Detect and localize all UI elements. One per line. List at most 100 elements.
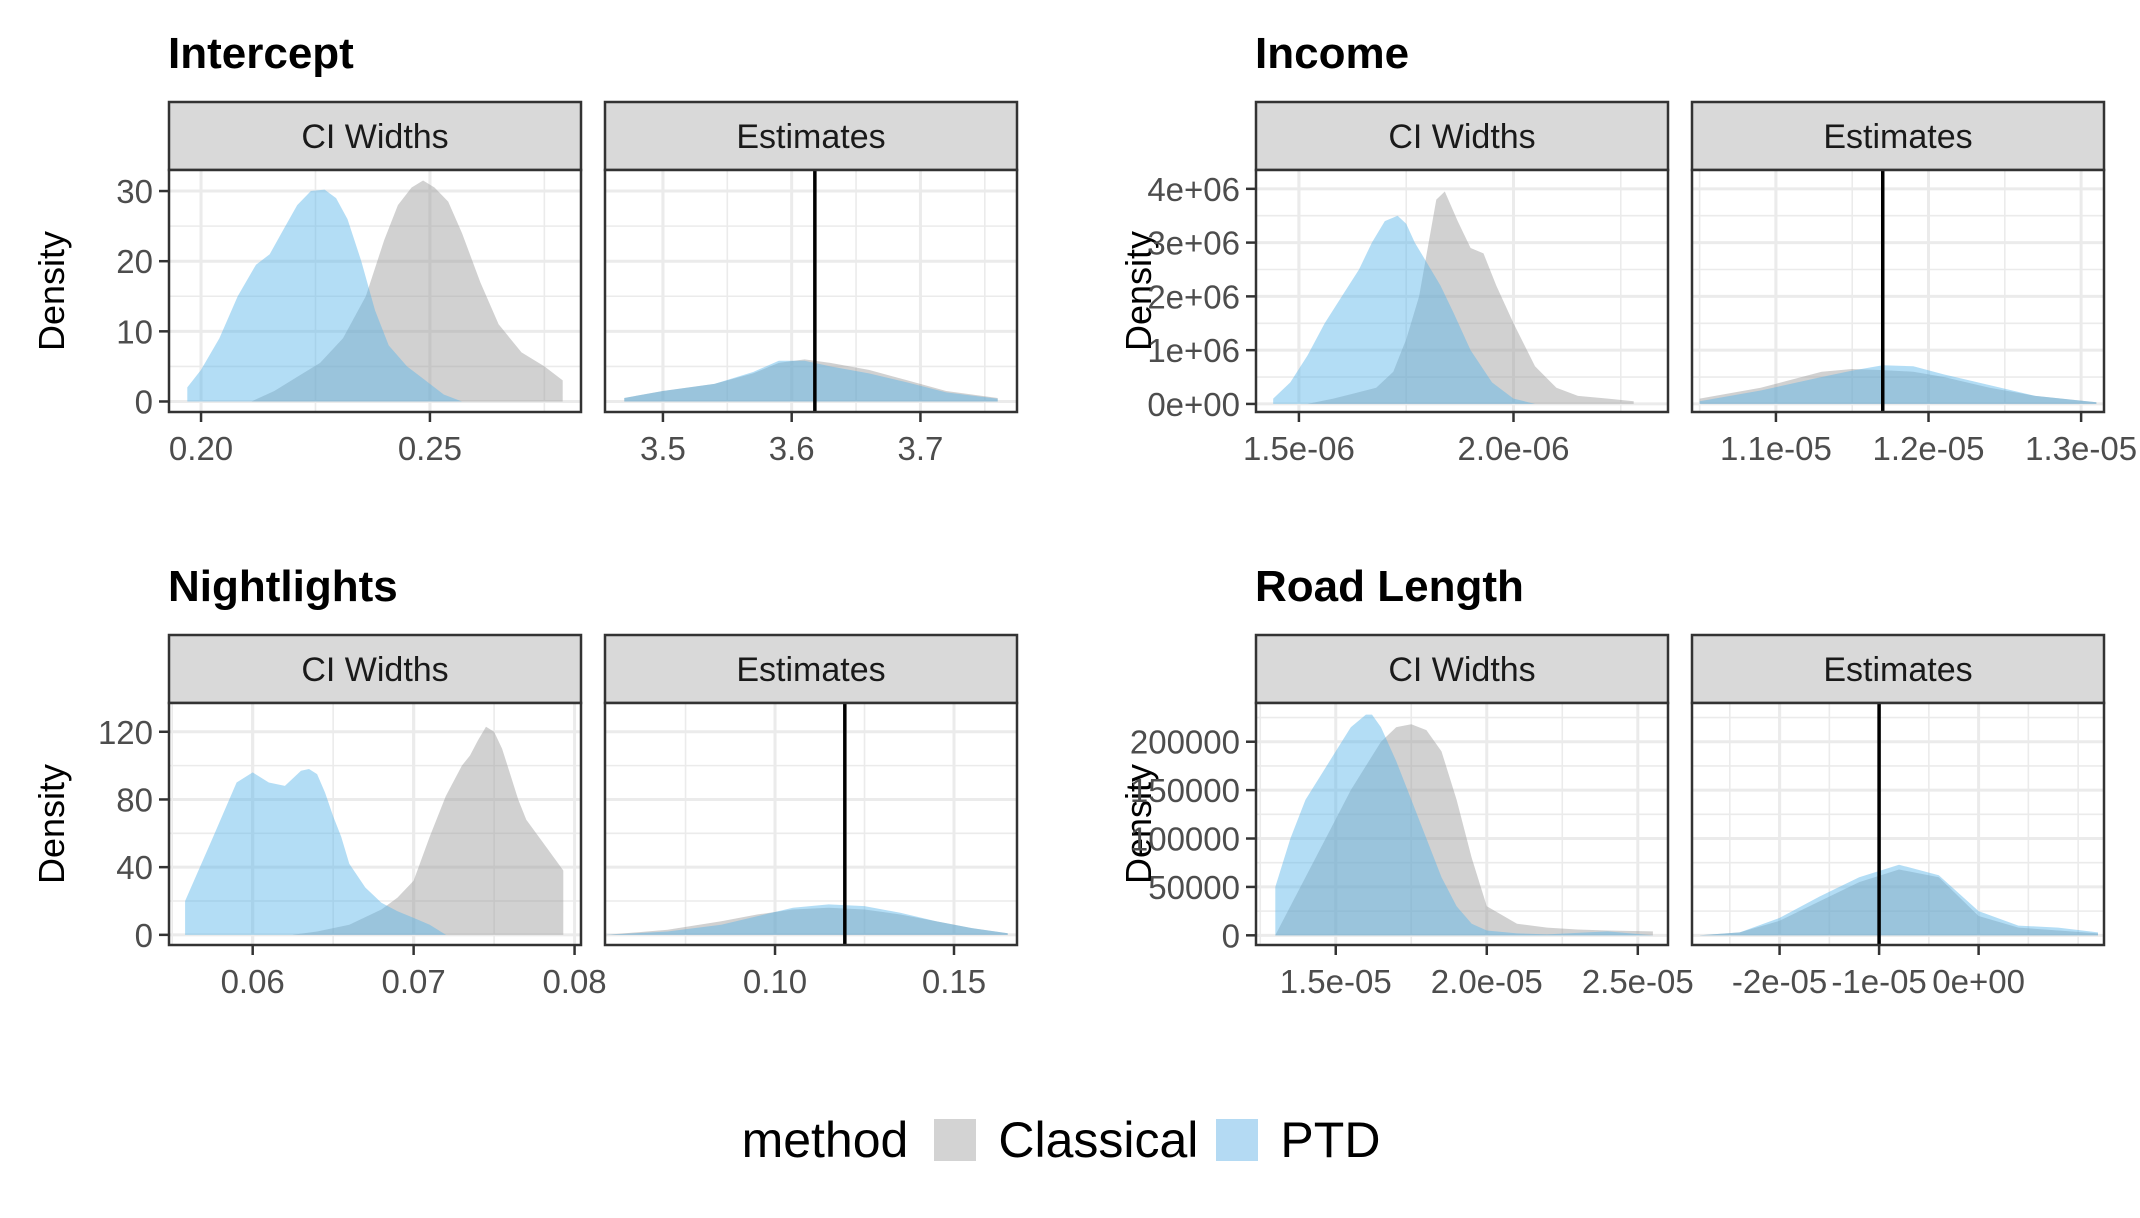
y-tick-label: 20 — [116, 243, 153, 280]
x-tick-label: 2.0e-06 — [1458, 430, 1570, 467]
density-area-classical — [606, 907, 1008, 935]
y-tick-label: 1e+06 — [1147, 332, 1240, 369]
y-tick-label: 100000 — [1130, 821, 1240, 858]
panel-estimates: Estimates 0.10 0.15 — [603, 633, 1019, 1000]
panel-estimates: Estimates 3.5 3.6 3.7 — [603, 100, 1019, 467]
panel-estimates: Estimates 1.1e-05 1.2e-05 1.3e-05 — [1690, 100, 2137, 467]
strip-label: CI Widths — [1388, 118, 1535, 156]
x-tick-label: 0.08 — [542, 963, 606, 1000]
x-tick-label: 1.2e-05 — [1873, 430, 1985, 467]
density-area-classical — [1307, 191, 1634, 404]
facet-group-0: Intercept Density CI Widths 0.20 0.25 0 10 20 30… — [31, 29, 1019, 467]
strip-label: CI Widths — [1388, 651, 1535, 689]
y-tick-label: 50000 — [1148, 869, 1240, 906]
strip-label: CI Widths — [301, 118, 448, 156]
panel-background — [1692, 703, 2104, 945]
x-tick-label: 3.6 — [769, 430, 815, 467]
density-area-classical — [251, 180, 563, 402]
panel-ci-widths: CI Widths 1.5e-05 2.0e-05 2.5e-05 0 50000 1000… — [1130, 633, 1694, 1000]
x-tick-label: 2.5e-05 — [1582, 963, 1694, 1000]
panel-background — [605, 170, 1017, 412]
panel-background — [1256, 703, 1668, 945]
strip-label: Estimates — [1823, 651, 1972, 689]
strip-background — [1254, 100, 1670, 172]
panel-border — [1254, 168, 1670, 414]
x-tick-label: 3.5 — [640, 430, 686, 467]
y-tick-label: 0 — [135, 917, 153, 954]
panel-border — [1690, 701, 2106, 947]
strip-background — [1690, 633, 2106, 705]
legend: method Classical PTD — [0, 1105, 2140, 1175]
legend-label-classical: Classical — [998, 1112, 1199, 1168]
density-area-ptd — [1273, 215, 1535, 404]
x-tick-label: 3.7 — [898, 430, 944, 467]
x-tick-label: 0.07 — [382, 963, 446, 1000]
legend-label-ptd: PTD — [1280, 1112, 1381, 1168]
density-area-classical — [1275, 724, 1653, 936]
x-tick-label: 0.15 — [922, 963, 986, 1000]
y-tick-label: 80 — [116, 781, 153, 818]
strip-label: Estimates — [1823, 118, 1972, 156]
density-area-ptd — [1275, 714, 1653, 936]
density-area-ptd — [185, 769, 446, 935]
density-area-classical — [1699, 869, 2099, 936]
facet-group-3: Road Length Density CI Widths 1.5e-05 2.0e-0… — [1118, 562, 2106, 1000]
panel-background — [605, 703, 1017, 945]
panel-estimates: Estimates -2e-05 -1e-05 0e+00 — [1690, 633, 2106, 1000]
strip-label: CI Widths — [301, 651, 448, 689]
density-area-classical — [292, 726, 564, 935]
strip-label: Estimates — [736, 651, 885, 689]
facet-group-2: Nightlights Density CI Widths 0.06 0.07 0.08 0… — [31, 562, 1019, 1000]
strip-label: Estimates — [736, 118, 885, 156]
panel-background — [1692, 170, 2104, 412]
strip-background — [167, 100, 583, 172]
y-tick-label: 40 — [116, 849, 153, 886]
y-tick-label: 0 — [1222, 917, 1240, 954]
y-tick-label: 4e+06 — [1147, 171, 1240, 208]
facet-title: Intercept — [168, 29, 354, 78]
panel-background — [1256, 170, 1668, 412]
facet-title: Nightlights — [168, 562, 398, 611]
y-axis-label: Density — [31, 231, 72, 351]
x-tick-label: 0.20 — [169, 430, 233, 467]
x-tick-label: 2.0e-05 — [1431, 963, 1543, 1000]
y-tick-label: 0e+00 — [1147, 386, 1240, 423]
panel-ci-widths: CI Widths 0.20 0.25 0 10 20 30 — [116, 100, 583, 467]
y-tick-label: 3e+06 — [1147, 225, 1240, 262]
density-area-classical — [624, 359, 998, 402]
legend-title: method — [741, 1112, 909, 1168]
panel-ci-widths: CI Widths 0.06 0.07 0.08 0 40 80 120 — [98, 633, 607, 1000]
facet-title: Road Length — [1255, 562, 1524, 611]
x-tick-label: 1.5e-05 — [1280, 963, 1392, 1000]
panel-background — [169, 703, 581, 945]
x-tick-label: -1e-05 — [1831, 963, 1926, 1000]
y-axis-label: Density — [31, 764, 72, 884]
y-tick-label: 150000 — [1130, 772, 1240, 809]
legend-key-classical — [934, 1119, 977, 1161]
density-area-ptd — [606, 904, 1008, 935]
facet-group-1: Income Density CI Widths 1.5e-06 2.0e-06 0e+0… — [1118, 29, 2137, 467]
y-tick-label: 120 — [98, 714, 153, 751]
panel-border — [603, 701, 1019, 947]
y-tick-label: 0 — [135, 383, 153, 420]
density-area-ptd — [624, 360, 998, 402]
panel-border — [1690, 168, 2106, 414]
facet-title: Income — [1255, 29, 1409, 78]
y-axis-label: Density — [1118, 764, 1159, 884]
density-area-classical — [1699, 369, 2097, 404]
legend-item-ptd: PTD — [1216, 1111, 1380, 1169]
strip-background — [1254, 633, 1670, 705]
panel-border — [1254, 701, 1670, 947]
x-tick-label: 0.10 — [743, 963, 807, 1000]
x-tick-label: 0.25 — [398, 430, 462, 467]
density-area-ptd — [1699, 864, 2099, 936]
panel-border — [167, 168, 583, 414]
strip-background — [603, 100, 1019, 172]
x-tick-label: 1.5e-06 — [1243, 430, 1355, 467]
panel-ci-widths: CI Widths 1.5e-06 2.0e-06 0e+00 1e+06 2e+06 3e… — [1147, 100, 1670, 467]
x-tick-label: 0.06 — [221, 963, 285, 1000]
x-tick-label: 1.3e-05 — [2025, 430, 2137, 467]
panel-background — [169, 170, 581, 412]
panel-border — [603, 168, 1019, 414]
